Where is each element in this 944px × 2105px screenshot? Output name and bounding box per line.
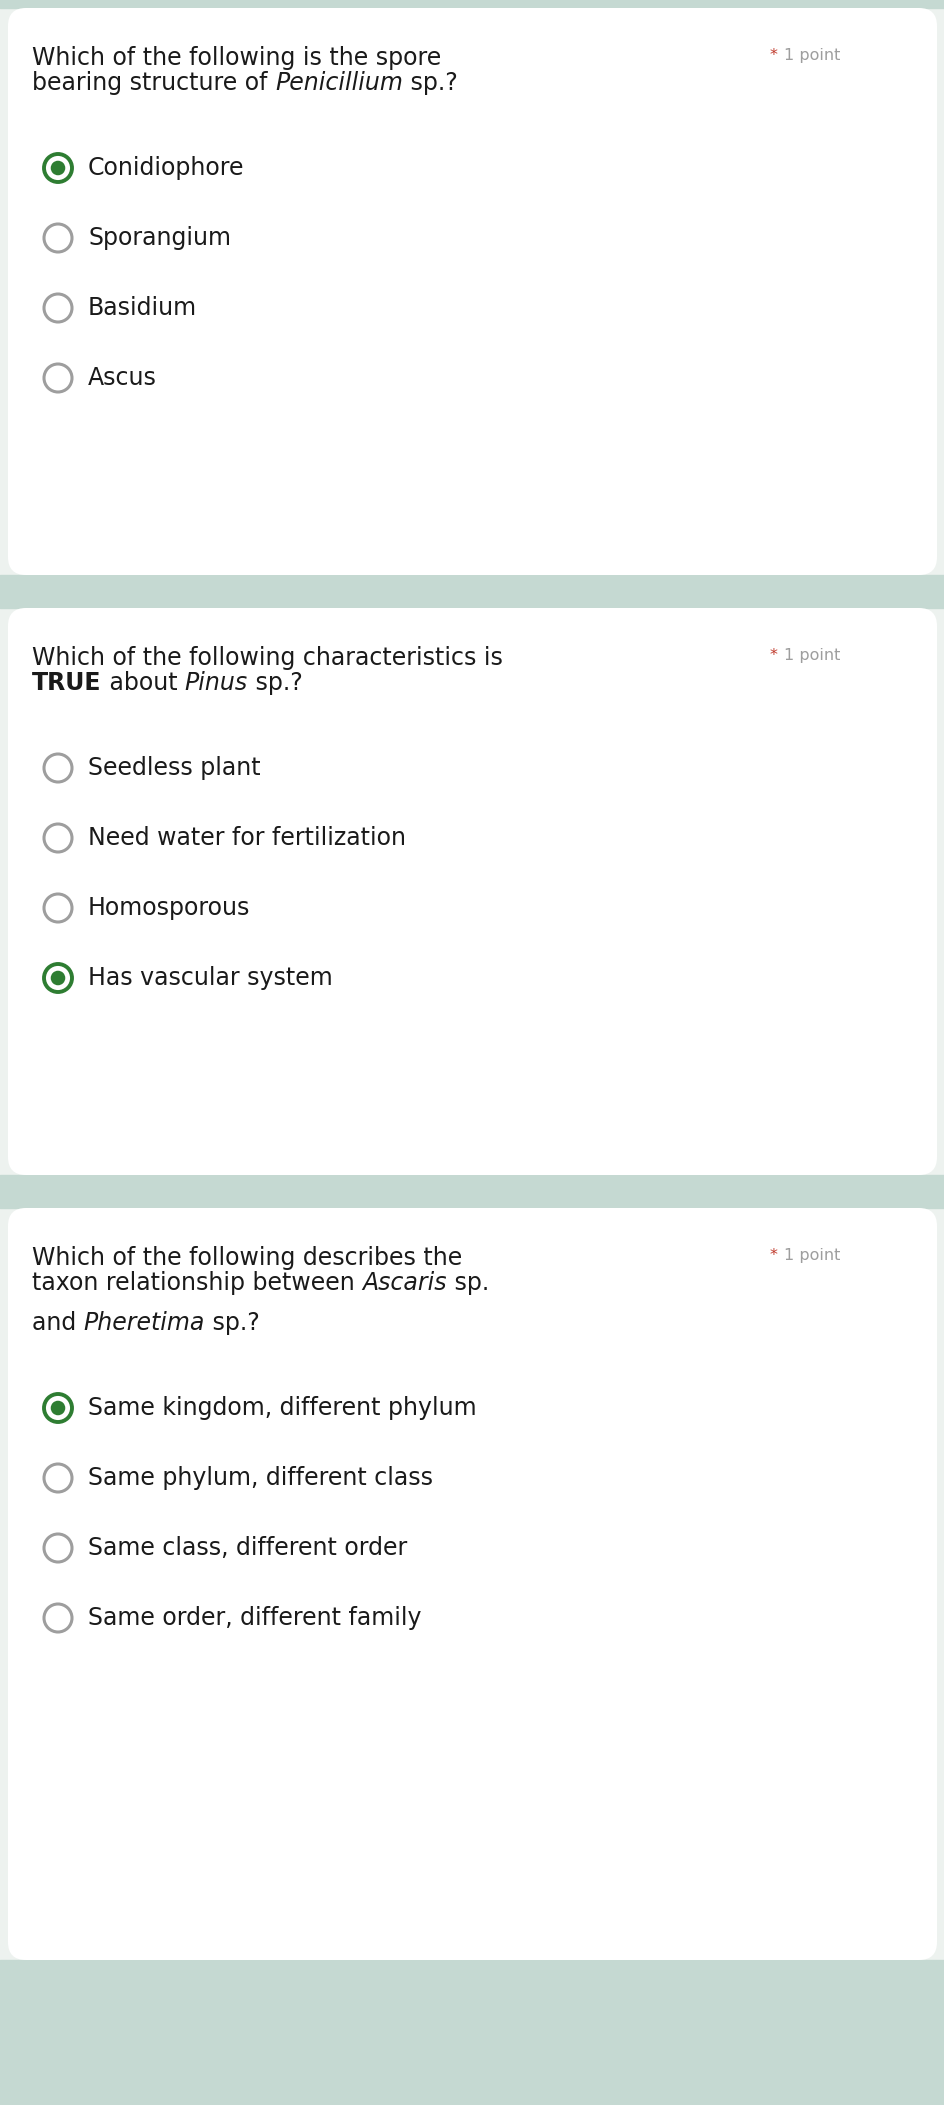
FancyBboxPatch shape bbox=[8, 608, 936, 1175]
Text: Which of the following describes the: Which of the following describes the bbox=[32, 1246, 462, 1269]
Text: taxon relationship between: taxon relationship between bbox=[32, 1271, 362, 1295]
Text: Pheretima: Pheretima bbox=[84, 1311, 205, 1335]
Text: Same phylum, different class: Same phylum, different class bbox=[88, 1465, 432, 1490]
Circle shape bbox=[51, 970, 65, 985]
Text: Ascus: Ascus bbox=[88, 366, 157, 389]
Text: 1 point: 1 point bbox=[784, 648, 839, 663]
Text: sp.?: sp.? bbox=[205, 1311, 260, 1335]
Text: Which of the following is the spore: Which of the following is the spore bbox=[32, 46, 441, 69]
Text: Same class, different order: Same class, different order bbox=[88, 1537, 407, 1560]
Circle shape bbox=[51, 1400, 65, 1415]
Text: 1 point: 1 point bbox=[784, 1248, 839, 1263]
Text: TRUE: TRUE bbox=[32, 671, 101, 695]
Text: Penicillium: Penicillium bbox=[275, 72, 402, 95]
Text: sp.?: sp.? bbox=[247, 671, 302, 695]
Text: bearing structure of: bearing structure of bbox=[32, 72, 275, 95]
Text: Need water for fertilization: Need water for fertilization bbox=[88, 825, 406, 850]
Text: sp.?: sp.? bbox=[402, 72, 457, 95]
Text: Seedless plant: Seedless plant bbox=[88, 756, 261, 781]
Text: Conidiophore: Conidiophore bbox=[88, 156, 244, 181]
Text: *: * bbox=[769, 648, 783, 663]
Text: Ascaris: Ascaris bbox=[362, 1271, 447, 1295]
Text: Same kingdom, different phylum: Same kingdom, different phylum bbox=[88, 1396, 476, 1421]
Text: 1 point: 1 point bbox=[784, 48, 839, 63]
Text: about: about bbox=[101, 671, 184, 695]
Text: Homosporous: Homosporous bbox=[88, 897, 250, 920]
Text: *: * bbox=[769, 1248, 783, 1263]
Text: Basidium: Basidium bbox=[88, 297, 197, 320]
Text: sp.: sp. bbox=[447, 1271, 488, 1295]
FancyBboxPatch shape bbox=[8, 8, 936, 575]
FancyBboxPatch shape bbox=[8, 1208, 936, 1960]
Text: Same order, different family: Same order, different family bbox=[88, 1606, 421, 1629]
Text: Which of the following characteristics is: Which of the following characteristics i… bbox=[32, 646, 502, 669]
Text: Has vascular system: Has vascular system bbox=[88, 966, 332, 989]
Text: and: and bbox=[32, 1311, 84, 1335]
Circle shape bbox=[51, 160, 65, 175]
Text: Sporangium: Sporangium bbox=[88, 225, 230, 250]
Text: *: * bbox=[769, 48, 783, 63]
Text: Pinus: Pinus bbox=[184, 671, 247, 695]
